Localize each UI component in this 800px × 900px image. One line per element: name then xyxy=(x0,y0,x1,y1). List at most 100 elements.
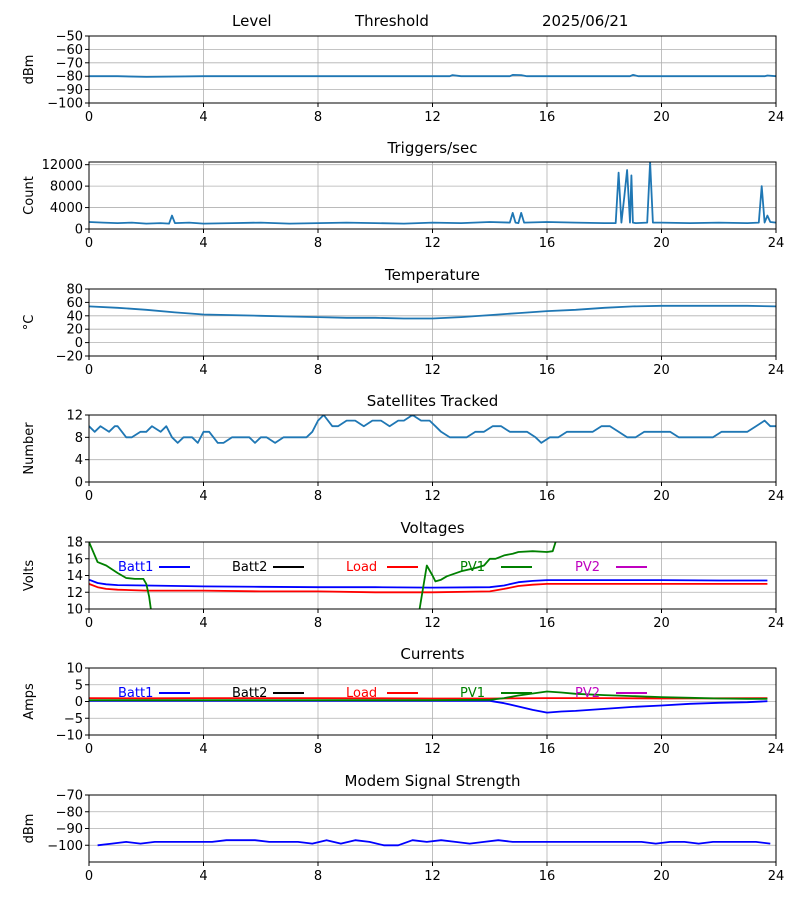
modem-x-tick-label: 20 xyxy=(653,869,670,884)
currents-series-pv1 xyxy=(89,690,768,702)
level-x-tick-label: 0 xyxy=(85,110,93,125)
temperature-x-tick-label: 0 xyxy=(85,363,93,378)
currents-x-tick-label: 4 xyxy=(199,742,207,757)
modem-series-line xyxy=(97,839,771,847)
level-y-tick-label: −50 xyxy=(56,30,83,45)
satellites-x-tick-label: 24 xyxy=(768,489,785,504)
triggers-x-tick-label: 16 xyxy=(539,236,556,251)
modem-y-tick-label: −100 xyxy=(47,839,83,854)
temperature-x-tick-label: 4 xyxy=(199,363,207,378)
header-date: 2025/06/21 xyxy=(542,12,629,30)
temperature-title: Temperature xyxy=(384,266,480,284)
currents-x-tick-label: 8 xyxy=(314,742,322,757)
level-x-tick-label: 16 xyxy=(539,110,556,125)
satellites-chart: 0 4 8 12 16 20 24 0 4 8 12 Satellites Tracked Number xyxy=(22,392,784,504)
satellites-x-tick-label: 16 xyxy=(539,489,556,504)
level-y-tick-label: −80 xyxy=(56,70,83,85)
level-y-tick-label: −100 xyxy=(47,97,83,112)
currents-legend-label-batt2: Batt2 xyxy=(232,686,267,701)
satellites-y-tick-label: 12 xyxy=(66,409,83,424)
triggers-title: Triggers/sec xyxy=(387,139,478,157)
voltages-plot-area xyxy=(89,542,768,609)
currents-y-tick-label: −10 xyxy=(56,729,83,744)
currents-title: Currents xyxy=(400,645,464,663)
level-y-tick-label: −60 xyxy=(56,43,83,58)
satellites-x-tick-label: 12 xyxy=(424,489,441,504)
triggers-y-tick-label: 0 xyxy=(75,223,83,238)
modem-x-tick-label: 8 xyxy=(314,869,322,884)
voltages-legend-label-batt2: Batt2 xyxy=(232,560,267,575)
temperature-y-tick-label: 80 xyxy=(66,283,83,298)
satellites-y-tick-label: 4 xyxy=(75,453,83,468)
voltages-legend-label-pv2: PV2 xyxy=(575,560,600,575)
temperature-plot-area xyxy=(89,304,776,320)
temperature-y-tick-label: −20 xyxy=(56,350,83,365)
temperature-series-line xyxy=(89,304,776,320)
currents-y-tick-label: 10 xyxy=(66,662,83,677)
voltages-legend-label-batt1: Batt1 xyxy=(118,560,153,575)
modem-y-tick-label: −90 xyxy=(56,822,83,837)
voltages-series-load xyxy=(89,583,768,594)
currents-legend-label-pv1: PV1 xyxy=(460,686,485,701)
modem-y-tick-label: −80 xyxy=(56,805,83,820)
modem-plot-area xyxy=(97,839,771,847)
modem-x-tick-label: 0 xyxy=(85,869,93,884)
satellites-y-label: Number xyxy=(22,422,37,475)
satellites-y-tick-label: 0 xyxy=(75,476,83,491)
currents-x-tick-label: 0 xyxy=(85,742,93,757)
temperature-x-tick-label: 12 xyxy=(424,363,441,378)
modem-x-tick-label: 24 xyxy=(768,869,785,884)
level-y-label: dBm xyxy=(22,55,37,85)
triggers-plot-area xyxy=(89,162,776,225)
satellites-x-tick-label: 20 xyxy=(653,489,670,504)
level-x-tick-label: 20 xyxy=(653,110,670,125)
triggers-chart: 0 4 8 12 16 20 24 0 4000 8000 12000 Triggers/sec Cou… xyxy=(22,139,784,251)
temperature-y-tick-label: 20 xyxy=(66,323,83,338)
voltages-y-tick-label: 14 xyxy=(66,569,83,584)
triggers-x-tick-label: 0 xyxy=(85,236,93,251)
satellites-x-tick-label: 0 xyxy=(85,489,93,504)
voltages-x-tick-label: 16 xyxy=(539,616,556,631)
currents-y-tick-label: −5 xyxy=(64,712,83,727)
temperature-y-tick-label: 40 xyxy=(66,309,83,324)
satellites-x-tick-label: 8 xyxy=(314,489,322,504)
satellites-y-tick-label: 8 xyxy=(75,431,83,446)
temperature-x-tick-label: 20 xyxy=(653,363,670,378)
currents-x-tick-label: 16 xyxy=(539,742,556,757)
modem-x-tick-label: 12 xyxy=(424,869,441,884)
triggers-y-tick-label: 4000 xyxy=(50,201,83,216)
currents-y-tick-label: 0 xyxy=(75,695,83,710)
temperature-y-tick-label: 60 xyxy=(66,296,83,311)
modem-chart: 0 4 8 12 16 20 24 −100 −90 −80−70 Modem Signal Str… xyxy=(22,772,784,884)
currents-y-tick-label: 5 xyxy=(75,678,83,693)
triggers-x-tick-label: 24 xyxy=(768,236,785,251)
temperature-x-tick-label: 16 xyxy=(539,363,556,378)
temperature-x-tick-label: 8 xyxy=(314,363,322,378)
modem-y-label: dBm xyxy=(22,814,37,844)
voltages-x-tick-label: 12 xyxy=(424,616,441,631)
triggers-x-tick-label: 4 xyxy=(199,236,207,251)
currents-series-batt1 xyxy=(89,699,768,714)
triggers-series-line xyxy=(89,162,776,225)
satellites-plot-area xyxy=(89,415,776,444)
currents-x-tick-label: 24 xyxy=(768,742,785,757)
modem-x-tick-label: 16 xyxy=(539,869,556,884)
modem-title: Modem Signal Strength xyxy=(345,772,521,790)
voltages-x-tick-label: 0 xyxy=(85,616,93,631)
currents-y-label: Amps xyxy=(22,683,37,720)
level-y-tick-label: −70 xyxy=(56,56,83,71)
triggers-y-label: Count xyxy=(22,176,37,215)
voltages-x-tick-label: 4 xyxy=(199,616,207,631)
voltages-y-tick-label: 16 xyxy=(66,552,83,567)
triggers-x-tick-label: 20 xyxy=(653,236,670,251)
triggers-x-tick-label: 12 xyxy=(424,236,441,251)
triggers-x-tick-label: 8 xyxy=(314,236,322,251)
voltages-title: Voltages xyxy=(400,519,464,537)
temperature-y-tick-label: 0 xyxy=(75,336,83,351)
voltages-y-tick-label: 12 xyxy=(66,586,83,601)
satellites-x-tick-label: 4 xyxy=(199,489,207,504)
temperature-x-tick-label: 24 xyxy=(768,363,785,378)
header-level-label: Level xyxy=(232,12,272,30)
